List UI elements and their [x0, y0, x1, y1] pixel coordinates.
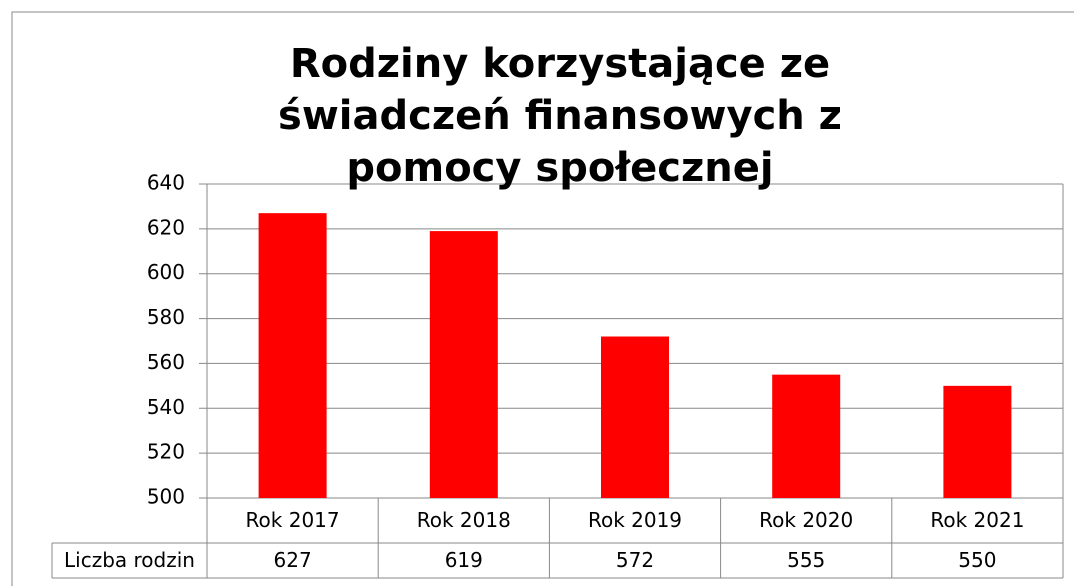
- chart-border: [11, 11, 1074, 586]
- chart-title: Rodziny korzystające ze świadczeń finans…: [278, 41, 842, 191]
- bar: [429, 231, 498, 498]
- y-tick-label: 580: [147, 305, 185, 329]
- x-tick-label: Rok 2017: [246, 508, 340, 532]
- bar: [943, 385, 1012, 498]
- x-tick-label: Rok 2020: [759, 508, 853, 532]
- table-value: 550: [958, 548, 996, 572]
- table-value: 627: [274, 548, 312, 572]
- x-tick-label: Rok 2021: [930, 508, 1024, 532]
- bar: [772, 374, 841, 498]
- y-tick-label: 620: [147, 215, 185, 239]
- y-tick-label: 500: [147, 485, 185, 509]
- y-tick-label: 520: [147, 440, 185, 464]
- y-tick-label: 640: [147, 171, 185, 195]
- y-tick-label: 560: [147, 350, 185, 374]
- bar: [601, 336, 669, 498]
- bar: [258, 213, 327, 498]
- x-tick-label: Rok 2018: [417, 508, 511, 532]
- y-tick-label: 600: [147, 260, 185, 284]
- table-value: 555: [787, 548, 825, 572]
- table-value: 572: [616, 548, 654, 572]
- x-tick-label: Rok 2019: [588, 508, 682, 532]
- table-value: 619: [445, 548, 483, 572]
- legend-label: Liczba rodzin: [64, 548, 195, 572]
- y-tick-label: 540: [147, 395, 185, 419]
